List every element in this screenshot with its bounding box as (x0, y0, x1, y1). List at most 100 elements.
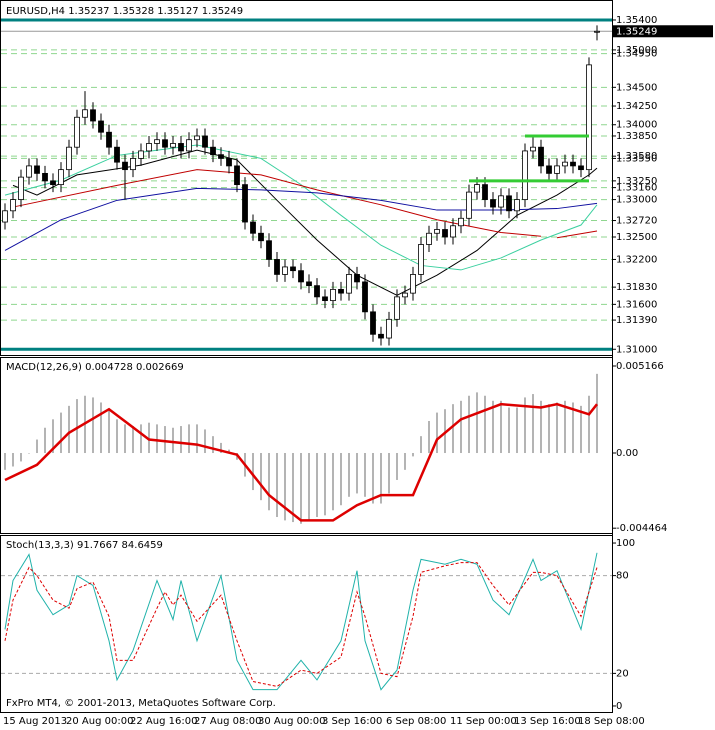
x-tick-label: 20 Aug 00:00 (66, 716, 133, 727)
macd-bar (28, 453, 30, 454)
candle-body (330, 288, 336, 302)
y-tick-label: 0.00 (616, 448, 638, 459)
candle-body (586, 64, 592, 171)
macd-signal (4, 402, 598, 522)
macd-bar (284, 453, 286, 521)
candle-body (42, 172, 48, 182)
stoch-line (4, 562, 598, 687)
macd-bar (92, 397, 94, 454)
candle-body (34, 165, 40, 174)
macd-bar (212, 436, 214, 454)
candle-body (466, 191, 472, 219)
macd-bar (340, 453, 342, 506)
candle-body (274, 259, 280, 275)
candle-body (290, 266, 296, 272)
macd-bar (580, 405, 582, 454)
y-tick-label: 1.33000 (616, 195, 657, 206)
macd-bar (564, 400, 566, 454)
y-tick-label: 1.33850 (616, 131, 657, 142)
macd-bar (484, 395, 486, 454)
macd-bar (4, 453, 6, 470)
candle-body (378, 333, 384, 339)
macd-bar (596, 373, 598, 454)
x-tick-label: 30 Aug 00:00 (258, 716, 325, 727)
stoch-title: Stoch(13,3,3) 91.7667 84.6459 (6, 540, 163, 551)
candle-body (186, 139, 192, 152)
candle-body (98, 120, 104, 133)
macd-bar (252, 453, 254, 491)
macd-bar (356, 453, 358, 494)
y-tick-label: 1.33550 (616, 153, 657, 164)
macd-bar (180, 426, 182, 454)
y-tick-label: 80 (616, 571, 629, 582)
x-tick-label: 6 Sep 08:00 (386, 716, 446, 727)
y-tick-label: 1.33250 (616, 176, 657, 187)
y-tick-label: 1.31830 (616, 282, 657, 293)
candle-body (106, 131, 112, 148)
macd-bar (420, 436, 422, 454)
candle-body (282, 266, 288, 275)
candle-body (450, 225, 456, 238)
candle-body (162, 139, 168, 148)
candle-body (202, 135, 208, 148)
candle-body (226, 158, 232, 167)
macd-bar (36, 439, 38, 454)
macd-bar (508, 407, 510, 454)
candle-body (546, 165, 552, 174)
candle-body (338, 288, 344, 294)
macd-bar (452, 404, 454, 454)
macd-bar (532, 394, 534, 454)
macd-bar (428, 421, 430, 454)
y-tick-label: 1.32200 (616, 254, 657, 265)
macd-bar (204, 429, 206, 454)
candle-body (490, 199, 496, 208)
candle-body (498, 195, 504, 208)
macd-bar (300, 453, 302, 524)
macd-bar (308, 453, 310, 521)
price-panel-frame (0, 0, 613, 356)
moving-average (12, 149, 598, 296)
macd-bar (572, 402, 574, 454)
candle-body (18, 176, 24, 200)
candle-body (210, 146, 216, 156)
macd-bar (292, 453, 294, 523)
candle-body (514, 199, 520, 212)
macd-bar (20, 453, 22, 462)
macd-bar (116, 419, 118, 454)
y-tick-label: 1.34950 (616, 49, 657, 60)
macd-bar (156, 424, 158, 454)
macd-bar (316, 453, 318, 518)
candle-body (554, 165, 560, 174)
macd-bar (100, 402, 102, 454)
candle-body (458, 217, 464, 227)
candle-body (538, 146, 544, 167)
y-tick-label: 1.35400 (616, 15, 657, 26)
y-tick-label: 1.33580 (616, 151, 657, 162)
macd-bar (492, 400, 494, 454)
x-tick-label: 15 Aug 2013 (3, 716, 67, 727)
x-tick-label: 13 Sep 16:00 (514, 716, 581, 727)
macd-bar (12, 453, 14, 467)
candle-body (394, 296, 400, 320)
current-price-box (613, 25, 713, 38)
macd-bar (404, 453, 406, 470)
current-price-label: 1.35249 (616, 26, 657, 37)
x-tick-label: 22 Aug 16:00 (130, 716, 197, 727)
candle-body (442, 229, 448, 238)
candle-body (250, 221, 256, 234)
candle-body (522, 150, 528, 200)
macd-bar (444, 409, 446, 454)
y-tick-label: 1.32500 (616, 232, 657, 243)
candle-body (418, 244, 424, 275)
candle-body (242, 184, 248, 223)
candle-body (354, 274, 360, 283)
candle-body (346, 274, 352, 294)
x-tick-label: 18 Sep 08:00 (578, 716, 645, 727)
candle-body (2, 210, 8, 223)
candle-body (298, 270, 304, 283)
candle-body (26, 165, 32, 178)
candle-body (114, 146, 120, 163)
